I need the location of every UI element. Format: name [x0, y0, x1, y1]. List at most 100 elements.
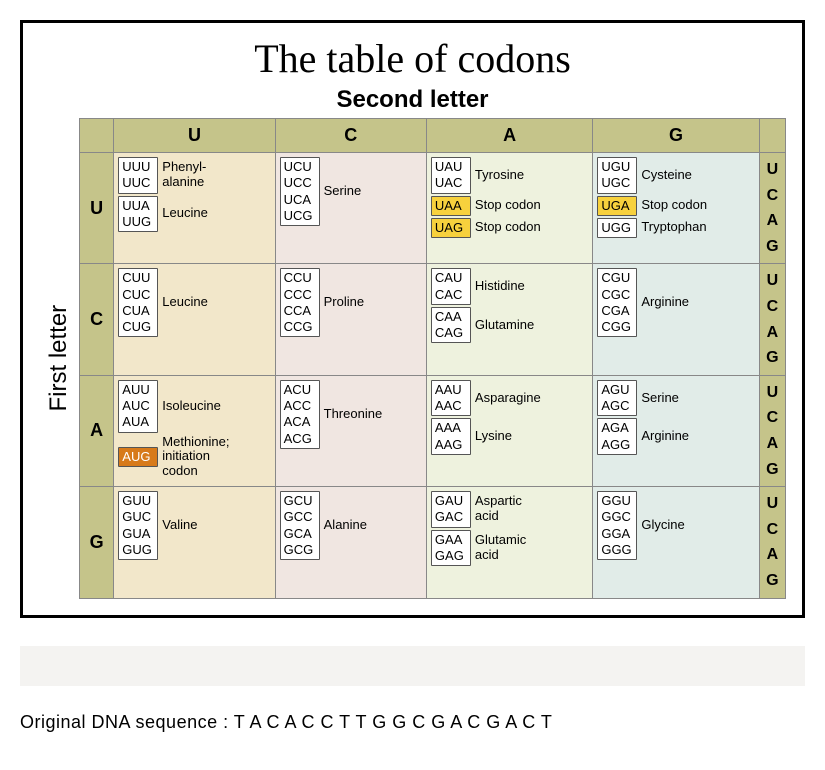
cell-AG: AGUAGCSerineAGAAGGArginine — [593, 375, 759, 486]
codon: CUC — [122, 287, 154, 303]
codon-box: AAUAAC — [431, 380, 471, 417]
codon: AGG — [601, 437, 633, 453]
codon-group: CUUCUCCUACUG Leucine — [118, 268, 270, 337]
row-header-A: A — [80, 375, 114, 486]
cell-UU: UUUUUCPhenyl-alanineUUAUUGLeucine — [114, 153, 275, 264]
amino-acid-label: Stop codon — [475, 198, 541, 213]
codon-box: GCUGCCGCAGCG — [280, 491, 320, 560]
codon-table-figure: The table of codons Second letter First … — [20, 20, 805, 618]
amino-acid-label: Tryptophan — [641, 220, 706, 235]
codon: GCG — [284, 542, 316, 558]
codon-group: UGUUGCCysteine — [597, 157, 754, 194]
amino-acid-label: Glutamine — [475, 318, 534, 333]
codon-group: UAUUAC Tyrosine — [431, 157, 588, 194]
amino-acid-label: Arginine — [641, 429, 689, 444]
third-letter: A — [762, 208, 783, 234]
codon-box: CUUCUCCUACUG — [118, 268, 158, 337]
codon-box: CCUCCCCCACCG — [280, 268, 320, 337]
codon: GGA — [601, 526, 633, 542]
third-letter: G — [762, 234, 783, 260]
codon-group: AAAAAG Lysine — [431, 418, 588, 455]
codon: AAU — [435, 382, 467, 398]
codon: UAA — [435, 198, 467, 214]
codon-group: UAA Stop codon — [431, 196, 588, 216]
row-A: AAUUAUCAUAIsoleucineAUGMethionine;initia… — [80, 375, 786, 486]
codon: GUU — [122, 493, 154, 509]
third-letter-col-G: UCAG — [759, 487, 785, 598]
cell-UG: UGUUGCCysteineUGAStop codonUGG Tryptophan — [593, 153, 759, 264]
codon-box: CGUCGCCGACGG — [597, 268, 637, 337]
codon: CUA — [122, 303, 154, 319]
codon: GCU — [284, 493, 316, 509]
amino-acid-label: Asparticacid — [475, 494, 522, 524]
amino-acid-label: Tyrosine — [475, 168, 524, 183]
codon: UAG — [435, 220, 467, 236]
row-header-G: G — [80, 487, 114, 598]
codon: AGC — [601, 398, 633, 414]
amino-acid-label: Valine — [162, 518, 197, 533]
codon: AAA — [435, 420, 467, 436]
codon: GCA — [284, 526, 316, 542]
codon: GAA — [435, 532, 467, 548]
codon-box: UCUUCCUCAUCG — [280, 157, 320, 226]
second-letter-label: Second letter — [39, 86, 786, 114]
cell-AA: AAUAAC Asparagine AAAAAG Lysine — [426, 375, 592, 486]
codon: GAG — [435, 548, 467, 564]
codon-group: GAAGAG Glutamicacid — [431, 530, 588, 567]
codon: UGA — [601, 198, 633, 214]
codon-box: AUUAUCAUA — [118, 380, 158, 433]
codon: UGU — [601, 159, 633, 175]
codon-box: GGUGGCGGAGGG — [597, 491, 637, 560]
amino-acid-label: Glycine — [641, 518, 684, 533]
codon-group: UGG Tryptophan — [597, 218, 754, 238]
cell-GA: GAUGACAsparticacidGAAGAGGlutamicacid — [426, 487, 592, 598]
amino-acid-label: Glutamicacid — [475, 533, 526, 563]
codon-group: UGAStop codon — [597, 196, 754, 216]
codon-group: ACUACCACAACGThreonine — [280, 380, 422, 449]
codon: UAU — [435, 159, 467, 175]
cell-CG: CGUCGCCGACGG Arginine — [593, 264, 759, 375]
codon-group: AGUAGCSerine — [597, 380, 754, 417]
codon: UUG — [122, 214, 154, 230]
codon: GAC — [435, 509, 467, 525]
third-letter: C — [762, 294, 783, 320]
codon: ACG — [284, 431, 316, 447]
corner-tl — [80, 119, 114, 153]
amino-acid-label: Proline — [324, 295, 364, 310]
codon: CCG — [284, 319, 316, 335]
codon: CAG — [435, 325, 467, 341]
amino-acid-label: Histidine — [475, 279, 525, 294]
cell-GU: GUUGUCGUAGUGValine — [114, 487, 275, 598]
codon-box: AAAAAG — [431, 418, 471, 455]
codon-table: U C A G UUUUUUCPhenyl-alanineUUAUUGLeuci… — [79, 118, 786, 599]
codon: UUU — [122, 159, 154, 175]
third-letter: G — [762, 345, 783, 371]
codon: UGC — [601, 175, 633, 191]
amino-acid-label: Serine — [324, 184, 362, 199]
third-letter: A — [762, 320, 783, 346]
codon-box: UAG — [431, 218, 471, 238]
codon-box: UGG — [597, 218, 637, 238]
amino-acid-label: Asparagine — [475, 391, 541, 406]
row-header-U: U — [80, 153, 114, 264]
third-letter: G — [762, 568, 783, 594]
codon-box: AUG — [118, 447, 158, 467]
codon: UAC — [435, 175, 467, 191]
cell-AC: ACUACCACAACGThreonine — [275, 375, 426, 486]
cell-UA: UAUUACTyrosineUAAStop codonUAGStop codon — [426, 153, 592, 264]
third-letter: C — [762, 183, 783, 209]
codon-box: UAUUAC — [431, 157, 471, 194]
codon: CAU — [435, 270, 467, 286]
amino-acid-label: Threonine — [324, 407, 383, 422]
codon: UUA — [122, 198, 154, 214]
amino-acid-label: Lysine — [475, 429, 512, 444]
amino-acid-label: Arginine — [641, 295, 689, 310]
codon-group: AAUAAC Asparagine — [431, 380, 588, 417]
codon: UCC — [284, 175, 316, 191]
codon: CGU — [601, 270, 633, 286]
amino-acid-label: Leucine — [162, 295, 208, 310]
codon: GGG — [601, 542, 633, 558]
amino-acid-label: Methionine;initiationcodon — [162, 435, 229, 480]
codon: GUG — [122, 542, 154, 558]
codon: CGG — [601, 319, 633, 335]
